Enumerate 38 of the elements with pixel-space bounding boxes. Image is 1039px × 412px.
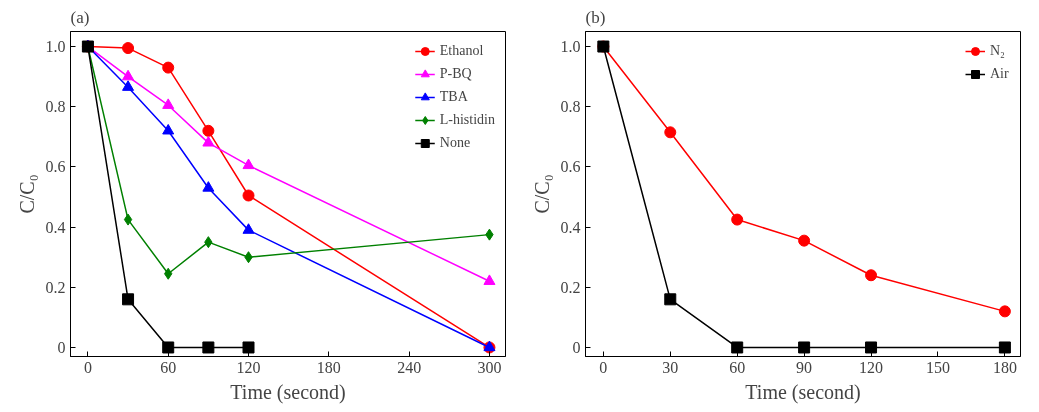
y-tick-label: 0 (57, 338, 66, 356)
y-tick-label: 0.8 (560, 98, 581, 116)
y-tick-label: 0.4 (45, 218, 66, 236)
legend-label: Ethanol (439, 43, 484, 59)
y-tick-label: 0.2 (45, 278, 66, 296)
x-tick-label: 60 (729, 358, 746, 376)
x-tick-label: 240 (397, 358, 422, 376)
y-axis-title: C/C₀ (530, 174, 553, 214)
y-axis-title: C/C₀ (15, 174, 38, 214)
x-tick-label: 120 (859, 358, 884, 376)
x-tick-label: 150 (925, 358, 950, 376)
y-tick-label: 0.6 (560, 158, 581, 176)
legend-label: N₂ (990, 43, 1006, 59)
x-tick-label: 60 (160, 358, 177, 376)
y-tick-label: 0.6 (45, 158, 66, 176)
legend-label: Air (990, 66, 1010, 82)
x-tick-label: 30 (662, 358, 679, 376)
x-axis-title: Time (second) (230, 380, 346, 404)
legend-label: TBA (439, 89, 468, 105)
y-tick-label: 0.4 (560, 218, 581, 236)
chart-title: (b) (585, 7, 606, 27)
y-tick-label: 0.8 (45, 98, 66, 116)
x-tick-label: 180 (992, 358, 1017, 376)
y-tick-label: 1.0 (45, 38, 66, 56)
y-tick-label: 1.0 (560, 38, 581, 56)
legend-label: L-histidin (439, 112, 495, 128)
legend-label: None (439, 135, 471, 151)
y-tick-label: 0 (572, 338, 581, 356)
x-tick-label: 0 (83, 358, 92, 376)
x-tick-label: 300 (477, 358, 502, 376)
x-tick-label: 0 (599, 358, 608, 376)
legend-label: P-BQ (439, 66, 472, 82)
x-tick-label: 90 (796, 358, 813, 376)
x-tick-label: 120 (236, 358, 261, 376)
y-tick-label: 0.2 (560, 278, 581, 296)
x-tick-label: 180 (316, 358, 341, 376)
x-axis-title: Time (second) (745, 380, 861, 404)
chart-title: (a) (70, 7, 90, 27)
